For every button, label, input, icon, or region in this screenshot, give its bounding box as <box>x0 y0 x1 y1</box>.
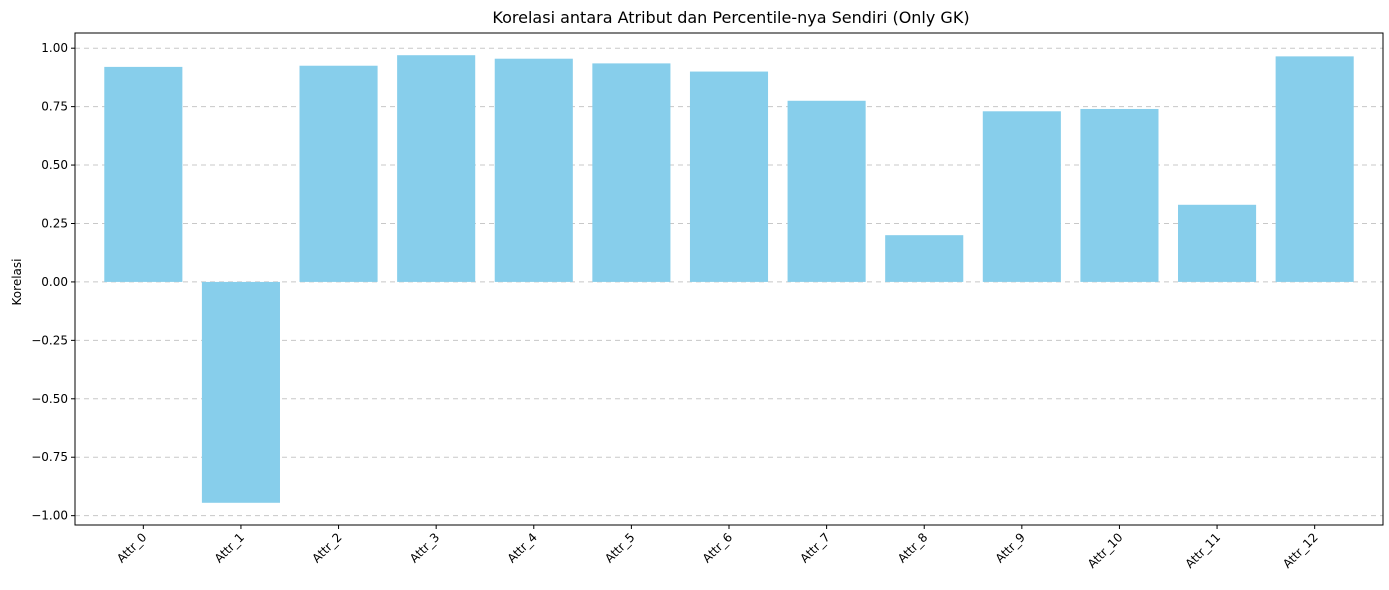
bar-attr-0 <box>104 66 183 282</box>
bar-attr-7 <box>787 100 866 282</box>
bar-attr-2 <box>299 65 378 282</box>
bar-attr-10 <box>1080 108 1159 282</box>
x-tick-label: Attr_0 <box>114 530 149 565</box>
x-axis: Attr_0 Attr_1 Attr_2 Attr_3 Attr_4 Attr_5 Attr… <box>114 525 1321 571</box>
y-tick-label: −0.25 <box>31 333 68 347</box>
bar-attr-6 <box>689 71 769 282</box>
y-axis: −1.00 −0.75 −0.50 −0.25 0.00 0.25 0.50 0.75 1.00 <box>31 41 75 523</box>
x-tick-label: Attr_7 <box>797 530 832 565</box>
bar-attr-11 <box>1178 204 1257 282</box>
y-tick-label: 0.50 <box>41 158 68 172</box>
plot-frame <box>74 32 1384 526</box>
y-tick-label: −0.50 <box>31 392 68 406</box>
x-tick-label: Attr_12 <box>1280 530 1321 571</box>
y-tick-label: 0.25 <box>41 216 68 230</box>
bars <box>104 55 1354 503</box>
bar-attr-1 <box>201 281 280 503</box>
x-tick-label: Attr_11 <box>1182 530 1223 571</box>
x-tick-label: Attr_10 <box>1085 530 1126 571</box>
x-tick-label: Attr_9 <box>993 530 1028 565</box>
y-tick-label: 1.00 <box>41 41 68 55</box>
bar-attr-12 <box>1275 56 1354 282</box>
x-tick-label: Attr_8 <box>895 530 930 565</box>
bar-attr-8 <box>885 235 964 282</box>
bar-attr-4 <box>494 58 573 282</box>
y-tick-label: −1.00 <box>31 509 68 523</box>
x-tick-label: Attr_1 <box>212 530 247 565</box>
x-tick-label: Attr_5 <box>602 530 637 565</box>
bar-attr-9 <box>982 111 1061 282</box>
x-tick-label: Attr_4 <box>505 530 540 565</box>
x-tick-label: Attr_3 <box>407 530 442 565</box>
x-tick-label: Attr_2 <box>309 530 344 565</box>
bar-attr-5 <box>592 63 671 282</box>
gridlines <box>75 47 1383 517</box>
chart-title: Korelasi antara Atribut dan Percentile-n… <box>492 8 969 27</box>
y-axis-label: Korelasi <box>10 259 24 306</box>
bar-attr-3 <box>397 55 476 282</box>
y-tick-label: 0.75 <box>41 100 68 114</box>
y-tick-label: −0.75 <box>31 450 68 464</box>
x-tick-label: Attr_6 <box>700 530 735 565</box>
y-tick-label: 0.00 <box>41 275 68 289</box>
